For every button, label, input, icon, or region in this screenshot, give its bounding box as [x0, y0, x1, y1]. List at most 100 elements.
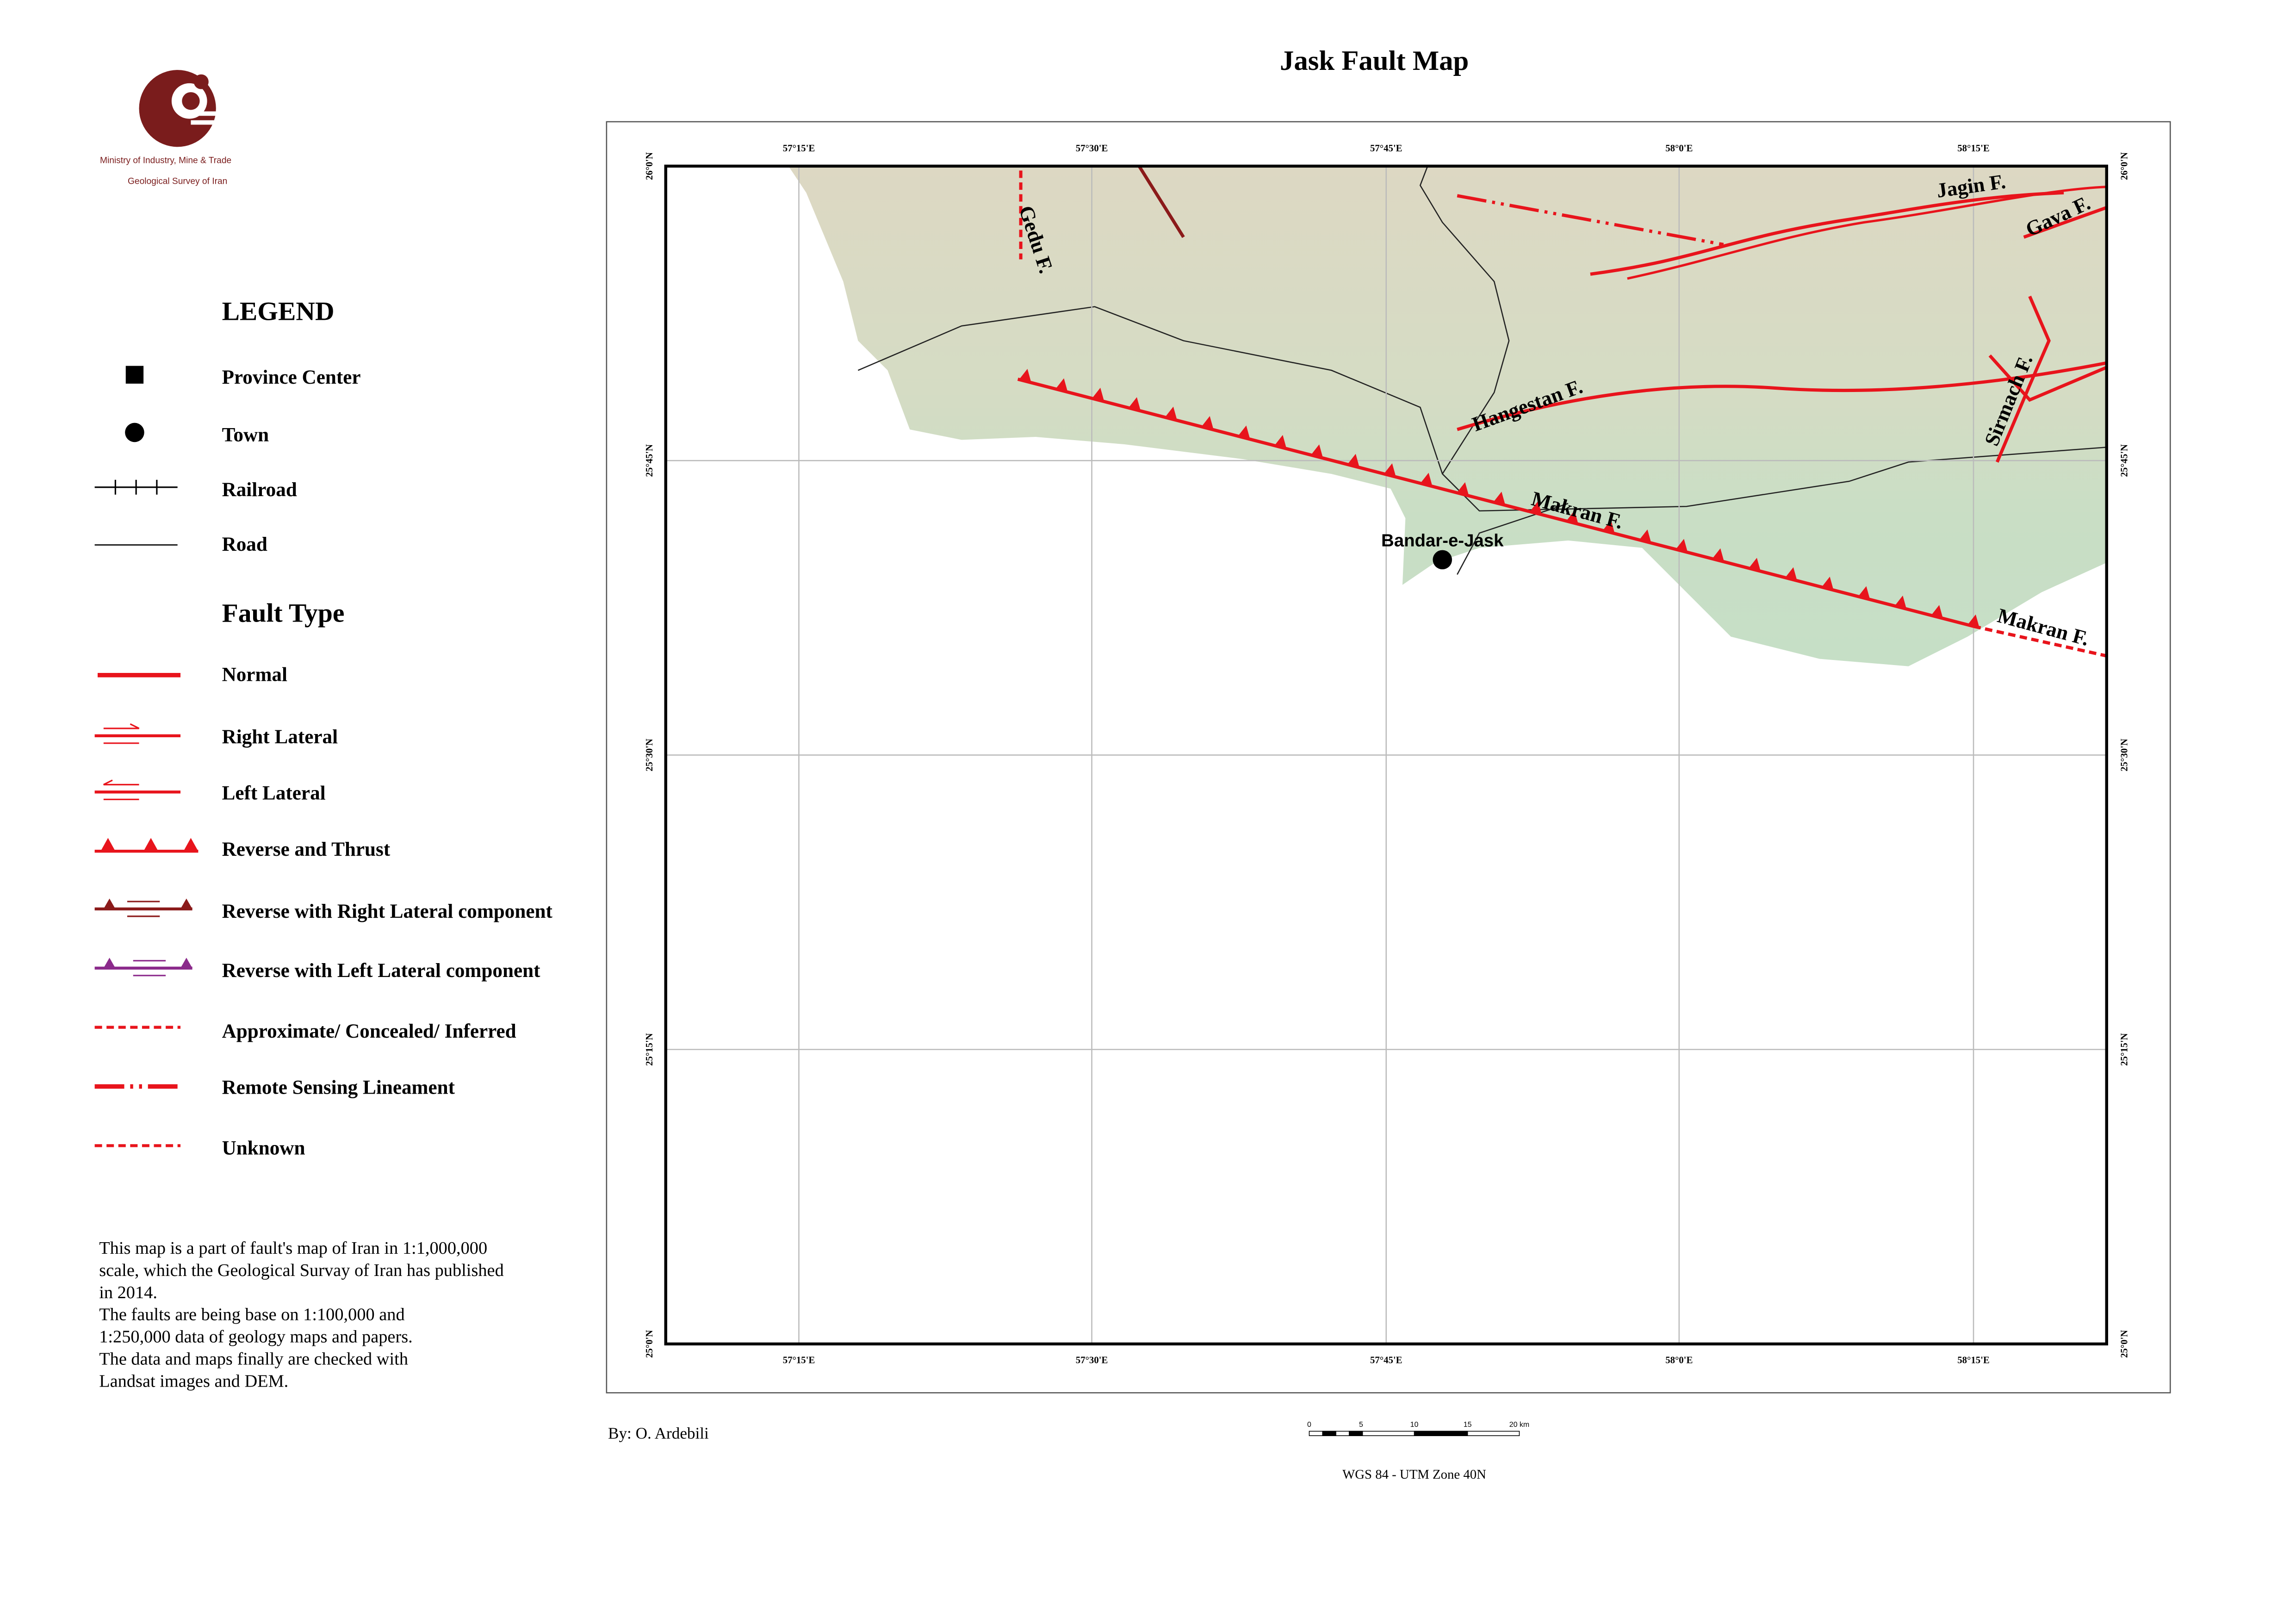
note: This map is a part of fault's map of Ira…	[99, 1238, 504, 1391]
scale-label: 10	[1410, 1421, 1419, 1429]
thrust-tooth	[1420, 473, 1433, 486]
map-border	[664, 164, 2108, 1346]
logo	[139, 70, 221, 147]
thrust-tooth	[1639, 529, 1651, 543]
org-name: Geological Survey of Iran	[128, 176, 227, 186]
scale-bar	[1309, 1431, 1520, 1436]
note-line: Landsat images and DEM.	[99, 1372, 288, 1391]
latitude-label: 25°15'N	[2119, 1033, 2130, 1066]
legend-label: Right Lateral	[222, 726, 338, 748]
map-frame	[606, 121, 2171, 1394]
note-line: scale, which the Geological Survay of Ir…	[99, 1261, 504, 1280]
fault-type-labels: Normal Right Lateral Left Lateral Reverse a…	[222, 664, 553, 1159]
legend-label: Remote Sensing Lineament	[222, 1077, 455, 1099]
latitude-label: 25°30'N	[2119, 739, 2130, 772]
thrust-tooth	[1749, 558, 1761, 571]
thrust-tooth	[1821, 577, 1834, 590]
legend-label: Town	[222, 424, 269, 446]
legend-subtitle: Fault Type	[222, 599, 345, 628]
thrust-tooth	[1603, 520, 1615, 534]
longitude-label: 58°0'E	[1665, 143, 1693, 154]
latitude-label: 25°45'N	[2119, 444, 2130, 477]
note-line: This map is a part of fault's map of Ira…	[99, 1238, 487, 1258]
longitude-label: 58°15'E	[1957, 1355, 1989, 1365]
thrust-tooth	[1274, 435, 1287, 448]
thrust-teeth	[1019, 368, 1980, 628]
legend-label: Reverse with Left Lateral component	[222, 960, 541, 982]
scale-label: 20 km	[1509, 1421, 1530, 1429]
graticule	[665, 166, 2107, 1344]
longitude-label: 57°45'E	[1370, 1355, 1402, 1365]
org-name: Ministry of Industry, Mine & Trade	[100, 156, 231, 166]
coordinate-labels: 57°15'E 57°15'E 57°30'E 57°30'E 57°45'E 57°45…	[644, 143, 2130, 1365]
thrust-tooth	[1457, 482, 1469, 496]
thrust-tooth	[1238, 425, 1250, 439]
legend-symbols	[94, 672, 199, 1147]
scale-labels: 0 5 10 15 20 km	[1307, 1421, 1529, 1429]
legend-label: Road	[222, 534, 267, 555]
thrust-tooth	[1530, 501, 1542, 515]
note-line: The data and maps finally are checked wi…	[99, 1350, 408, 1369]
latitude-label: 25°30'N	[644, 739, 655, 772]
latitude-label: 25°0'N	[644, 1330, 655, 1358]
thrust-tooth	[1712, 548, 1725, 562]
town-label: Bandar-e-Jask	[1381, 531, 1504, 551]
thrust-tooth	[1019, 368, 1031, 382]
latitude-label: 25°45'N	[644, 444, 655, 477]
thrust-tooth	[1165, 406, 1177, 420]
longitude-label: 57°15'E	[783, 1355, 815, 1365]
scale-label: 15	[1464, 1421, 1472, 1429]
thrust-tooth	[1311, 444, 1323, 458]
thrust-tooth	[1129, 397, 1141, 411]
title: Jask Fault Map	[1280, 45, 1469, 76]
longitude-label: 57°30'E	[1076, 143, 1108, 154]
legend-label: Approximate/ Concealed/ Inferred	[222, 1020, 516, 1042]
legend-triangles	[100, 838, 199, 968]
legend-label: Left Lateral	[222, 782, 326, 804]
thrust-tooth	[1092, 387, 1105, 401]
legend-label: Unknown	[222, 1138, 305, 1159]
legend-label: Province Center	[222, 367, 361, 388]
legend-symbol	[125, 423, 144, 442]
latitude-label: 26°0'N	[2119, 152, 2130, 180]
land	[788, 166, 2107, 666]
longitude-label: 58°0'E	[1665, 1355, 1693, 1365]
author: By: O. Ardebili	[608, 1424, 709, 1442]
latitude-label: 25°0'N	[2119, 1330, 2130, 1358]
thrust-tooth	[1675, 539, 1688, 553]
scale-label: 0	[1307, 1421, 1311, 1429]
scale-label: 5	[1359, 1421, 1363, 1429]
thrust-tooth	[1384, 463, 1396, 477]
thrust-tooth	[1858, 586, 1870, 600]
thrust-tooth	[1055, 378, 1068, 392]
thrust-tooth	[1493, 492, 1506, 505]
thrust-tooth	[1566, 510, 1578, 524]
legend-label: Reverse and Thrust	[222, 839, 391, 860]
thrust-tooth	[1347, 454, 1359, 467]
latitude-label: 25°15'N	[644, 1033, 655, 1066]
thrust-tooth	[1931, 605, 1943, 619]
note-line: 1:250,000 data of geology maps and paper…	[99, 1327, 413, 1347]
longitude-label: 57°30'E	[1076, 1355, 1108, 1365]
legend-symbol	[94, 479, 178, 495]
thrust-tooth	[1201, 416, 1214, 429]
thrust-tooth	[1785, 567, 1797, 581]
projection: WGS 84 - UTM Zone 40N	[1342, 1467, 1486, 1482]
legend-title: LEGEND	[222, 297, 335, 326]
note-line: in 2014.	[99, 1283, 157, 1302]
note-line: The faults are being base on 1:100,000 a…	[99, 1305, 404, 1325]
latitude-label: 26°0'N	[644, 152, 655, 180]
legend-label: Normal	[222, 664, 287, 686]
legend-symbol	[125, 366, 144, 384]
longitude-label: 58°15'E	[1957, 143, 1989, 154]
thrust-tooth	[1967, 614, 1980, 628]
legend-label: Railroad	[222, 479, 297, 501]
faults	[1017, 165, 2108, 658]
thrust-tooth	[1894, 595, 1907, 609]
longitude-label: 57°45'E	[1370, 143, 1402, 154]
longitude-label: 57°15'E	[783, 143, 815, 154]
legend-label: Reverse with Right Lateral component	[222, 901, 553, 922]
town-marker	[1433, 550, 1452, 570]
